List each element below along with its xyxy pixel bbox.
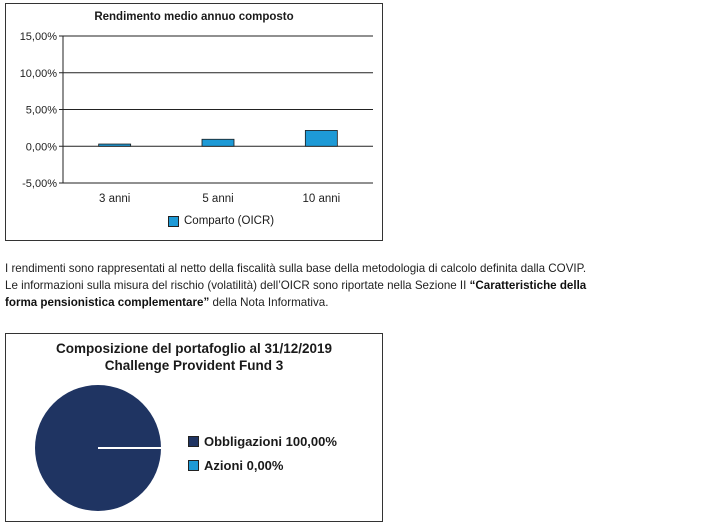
bar	[201, 138, 235, 147]
pie-chart-panel: Composizione del portafoglio al 31/12/20…	[5, 333, 383, 522]
bar-chart-title: Rendimento medio annuo composto	[94, 11, 294, 23]
y-tick-label: -5,00%	[22, 178, 57, 190]
pie-title-line-2: Challenge Provident Fund 3	[104, 358, 284, 373]
paragraph-line-2-text: Le informazioni sulla misura del rischio…	[5, 279, 470, 292]
bar-legend-label: Comparto (OICR)	[184, 215, 275, 227]
pie-legend-swatch	[188, 436, 199, 447]
bar-chart-panel: Rendimento medio annuo composto -5,00% 0,…	[5, 3, 383, 241]
bar-chart: -5,00% 0,00% 5,00% 10,00% 15,00% 3 anni 5 anni…	[20, 31, 373, 205]
bar-legend: Comparto (OICR)	[168, 215, 274, 227]
bar	[98, 143, 132, 147]
pie-legend-label: Obbligazioni 100,00%	[204, 434, 337, 449]
bar-legend-swatch	[168, 215, 179, 227]
x-tick-label: 5 anni	[202, 193, 233, 205]
x-tick-label: 3 anni	[99, 193, 130, 205]
paragraph-line-2-bold: “Caratteristiche della	[469, 279, 587, 292]
explanatory-paragraph: I rendimenti sono rappresentati al netto…	[5, 260, 705, 311]
y-tick-label: 0,00%	[26, 141, 57, 153]
pie-legend-swatch	[188, 460, 199, 471]
paragraph-line-2: Le informazioni sulla misura del rischio…	[5, 277, 705, 294]
paragraph-line-3-text: della Nota Informativa.	[209, 296, 329, 309]
pie-legend-item-azioni: Azioni 0,00%	[188, 458, 283, 473]
x-tick-label: 10 anni	[302, 193, 340, 205]
pie-legend-label: Azioni 0,00%	[204, 458, 284, 473]
pie-chart-title: Composizione del portafoglio al 31/12/20…	[6, 340, 382, 374]
y-tick-label: 15,00%	[20, 31, 58, 43]
paragraph-line-3: forma pensionistica complementare” della…	[5, 294, 705, 311]
paragraph-line-3-bold: forma pensionistica complementare”	[5, 296, 210, 309]
bar	[304, 130, 338, 147]
y-tick-label: 10,00%	[20, 68, 58, 80]
pie-legend-item-obbligazioni: Obbligazioni 100,00%	[188, 434, 337, 449]
pie-title-line-1: Composizione del portafoglio al 31/12/20…	[55, 341, 333, 356]
pie-chart	[35, 385, 161, 511]
y-tick-label: 5,00%	[26, 105, 57, 117]
paragraph-line-1: I rendimenti sono rappresentati al netto…	[5, 262, 587, 275]
